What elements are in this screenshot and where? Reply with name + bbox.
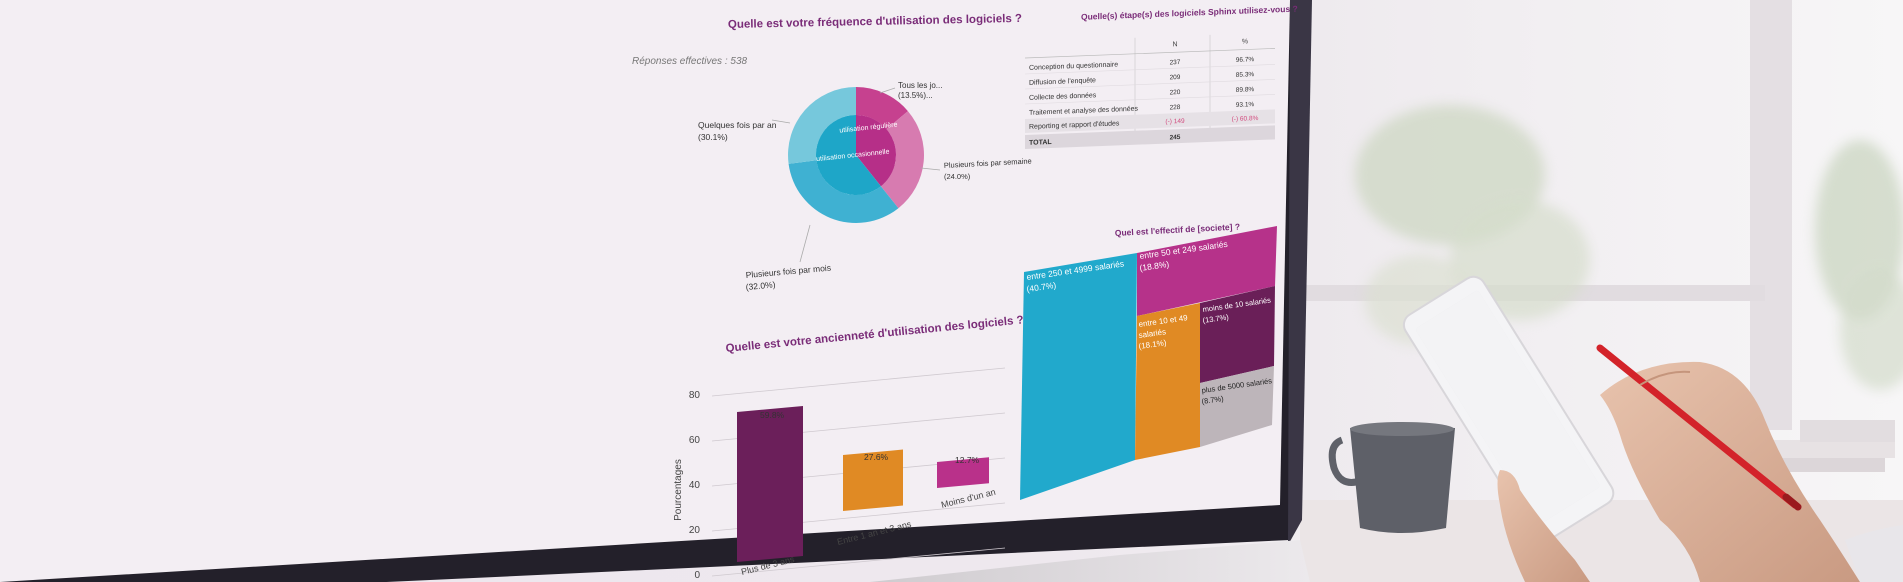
freq-responses: Réponses effectives : 538 [632, 56, 748, 67]
donut-slice-an [788, 87, 856, 164]
table-row-pct-low: (-) 60.8% [1232, 115, 1259, 123]
label-tous: Tous les jo... [898, 81, 942, 90]
donut-slice-semaine [880, 111, 925, 209]
treemap-250-4999 [1020, 253, 1137, 500]
treemap-label: (8.7%) [1201, 394, 1225, 406]
anc-ytick: 0 [694, 570, 700, 581]
bar-moins-un-an [937, 457, 989, 488]
monitor [0, 0, 1312, 582]
treemap-label: salariés [1138, 327, 1167, 340]
donut-leaders [771, 87, 941, 263]
table-row-n-low: (-) 149 [1165, 118, 1185, 126]
table-total-n: 245 [1170, 134, 1181, 141]
right-hand [1600, 361, 1860, 582]
bar-data-label: 27.6% [864, 452, 889, 462]
treemap-label: (13.7%) [1202, 312, 1230, 325]
table-row-n: 228 [1170, 104, 1181, 111]
anc-ytick: 80 [689, 390, 701, 401]
treemap-label: (40.7%) [1026, 280, 1057, 294]
bar-data-label: 59.8% [760, 410, 785, 420]
treemap-10-49 [1135, 303, 1200, 460]
table-row-n: 237 [1170, 59, 1181, 66]
tablet [1402, 275, 1615, 543]
table-row-label: Traitement et analyse des données [1029, 106, 1139, 117]
table-row-label: Reporting et rapport d'études [1029, 120, 1120, 130]
label-plusieurs-semaine-pct: (24.0%) [944, 172, 971, 181]
table-row-pct: 96.7% [1236, 56, 1255, 64]
table-row-label: Conception du questionnaire [1029, 61, 1118, 71]
hands-tablet [1402, 275, 1903, 582]
coffee-mug [1328, 422, 1455, 533]
bar-plus-3-ans [737, 405, 803, 562]
table-row-label: Diffusion de l'enquête [1029, 77, 1096, 87]
treemap-moins-10 [1200, 286, 1275, 383]
bar-entre-1-3-ans [843, 449, 903, 511]
treemap-plus-5000 [1200, 366, 1274, 447]
label-plusieurs-mois-pct: (32.0%) [745, 279, 776, 292]
label-quelques-pct: (30.1%) [698, 132, 728, 142]
table-row-pct: 93.1% [1236, 101, 1255, 109]
treemap-label: (18.8%) [1139, 259, 1170, 273]
table-row-pct: 85.3% [1236, 71, 1255, 79]
table-col-pct: % [1242, 38, 1248, 45]
table-total-label: TOTAL [1029, 139, 1052, 147]
donut-slice-tous [856, 87, 908, 130]
label-tous-pct: (13.5%)... [898, 91, 933, 100]
donut-inner-occasional [815, 115, 881, 195]
treemap-chart: entre 250 et 4999 salariés (40.7%) entre… [1020, 226, 1277, 500]
anc-ytick: 60 [689, 435, 701, 446]
right-sleeve [1845, 525, 1903, 582]
left-hand [1497, 470, 1590, 582]
anc-ytick: 40 [689, 480, 701, 491]
table-row-n: 220 [1170, 89, 1181, 96]
table-row-pct: 89.8% [1236, 86, 1255, 94]
label-quelques: Quelques fois par an [698, 120, 777, 130]
donut-slice-mois [788, 160, 899, 224]
table-col-n: N [1172, 41, 1177, 48]
table-row-n: 209 [1170, 74, 1181, 81]
table-row-label: Collecte des données [1029, 92, 1097, 102]
donut-inner-regular [856, 115, 896, 187]
treemap-50-249 [1137, 226, 1277, 316]
donut-chart: utilisation régulière utilisation occasi… [788, 87, 925, 224]
anc-ytick: 20 [689, 525, 701, 536]
red-pen [1596, 344, 1799, 509]
anc-ylabel: Pourcentages [673, 459, 684, 521]
bar-data-label: 12.7% [955, 455, 980, 465]
treemap-label: (18.1%) [1138, 338, 1167, 351]
screen-content: Quelle est votre fréquence d'utilisation… [632, 4, 1298, 581]
